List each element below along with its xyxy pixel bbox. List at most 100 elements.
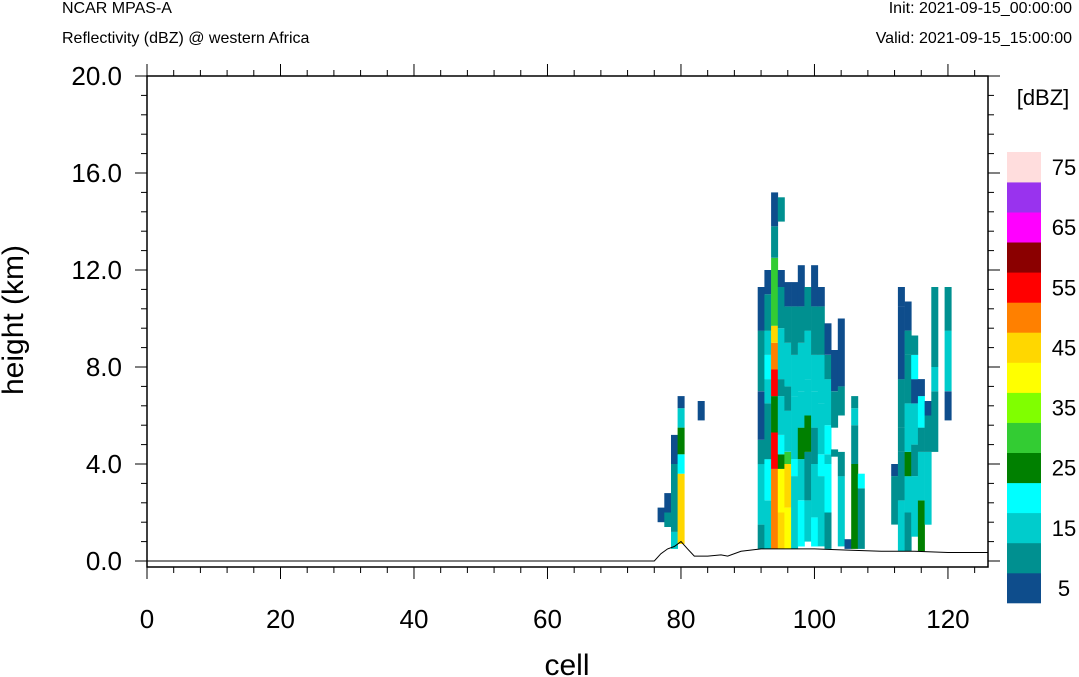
reflectivity-cell	[824, 425, 832, 455]
reflectivity-cell	[777, 328, 785, 380]
x-axis-label: cell	[544, 649, 589, 677]
valid-time: Valid: 2021-09-15_15:00:00	[875, 30, 1072, 47]
reflectivity-cell	[824, 512, 832, 549]
colorbar-swatch	[1007, 242, 1041, 273]
reflectivity-cell	[917, 427, 925, 452]
reflectivity-cell	[777, 512, 785, 549]
reflectivity-cell	[784, 410, 792, 452]
y-tick-label: 4.0	[86, 449, 122, 479]
reflectivity-cell	[924, 451, 932, 525]
reflectivity-cell	[891, 476, 899, 525]
reflectivity-cell	[931, 367, 939, 392]
reflectivity-cells	[657, 192, 952, 552]
reflectivity-cell	[797, 391, 805, 428]
colorbar-swatch	[1007, 212, 1041, 243]
y-axis-label: height (km)	[0, 245, 30, 395]
reflectivity-cell	[824, 464, 832, 513]
reflectivity-cell	[857, 473, 865, 489]
reflectivity-cell	[797, 342, 805, 392]
reflectivity-cell	[777, 434, 785, 455]
reflectivity-cell	[851, 396, 859, 409]
reflectivity-cell	[757, 464, 765, 525]
plot-frame	[146, 75, 989, 568]
reflectivity-cell	[817, 476, 825, 547]
reflectivity-cell	[777, 379, 785, 397]
colorbar-swatch	[1007, 362, 1041, 393]
reflectivity-cell	[904, 330, 912, 355]
reflectivity-cell	[944, 391, 952, 421]
reflectivity-cell	[904, 512, 912, 552]
colorbar-swatch	[1007, 422, 1041, 453]
reflectivity-cell	[837, 318, 845, 387]
reflectivity-cell	[664, 493, 672, 513]
colorbar-label: 15	[1052, 516, 1076, 541]
x-tick-label: 120	[926, 604, 969, 634]
reflectivity-cell	[771, 468, 779, 549]
reflectivity-cell	[817, 354, 825, 404]
chart-subtitle: Reflectivity (dBZ) @ western Africa	[62, 30, 310, 47]
reflectivity-cell	[917, 451, 925, 501]
colorbar-label: 5	[1058, 576, 1070, 601]
reflectivity-cell	[784, 464, 792, 508]
reflectivity-cell	[837, 476, 845, 547]
reflectivity-cell	[911, 354, 919, 380]
reflectivity-cell	[857, 488, 865, 549]
reflectivity-cell	[811, 265, 819, 307]
reflectivity-cell	[664, 512, 672, 527]
reflectivity-cell	[757, 391, 765, 440]
x-tick-label: 100	[793, 604, 836, 634]
colorbar-swatch	[1007, 572, 1041, 604]
reflectivity-cell	[851, 464, 859, 549]
colorbar-label: 25	[1052, 456, 1076, 481]
reflectivity-cell	[764, 330, 772, 355]
reflectivity-cell	[911, 335, 919, 355]
reflectivity-cell	[831, 350, 839, 392]
reflectivity-cell	[791, 476, 799, 549]
reflectivity-cell	[784, 386, 792, 411]
reflectivity-cell	[671, 464, 678, 532]
reflectivity-cell	[944, 287, 952, 331]
reflectivity-cell	[791, 306, 799, 355]
reflectivity-cell	[811, 517, 819, 547]
colorbar-label: 45	[1052, 335, 1076, 360]
reflectivity-cell	[904, 301, 912, 331]
reflectivity-cell	[917, 396, 925, 428]
reflectivity-cell	[757, 439, 765, 465]
reflectivity-cell	[757, 524, 765, 549]
reflectivity-cell	[911, 379, 919, 404]
reflectivity-cell	[797, 306, 805, 343]
reflectivity-cell	[897, 427, 905, 452]
y-tick-label: 8.0	[86, 352, 122, 382]
y-tick-label: 16.0	[71, 158, 122, 188]
reflectivity-cell	[797, 459, 805, 501]
reflectivity-cell	[797, 500, 805, 547]
reflectivity-cell	[777, 454, 785, 469]
reflectivity-cell	[851, 408, 859, 426]
reflectivity-cell	[804, 379, 812, 416]
y-tick-label: 0.0	[86, 546, 122, 576]
reflectivity-cell	[904, 451, 912, 477]
reflectivity-cell	[817, 306, 825, 355]
reflectivity-cell	[917, 379, 925, 397]
reflectivity-cell	[831, 391, 839, 428]
reflectivity-cell	[764, 294, 772, 331]
reflectivity-cell	[771, 192, 779, 227]
axis-ticks: 0 20 40 60 80 100 120 0.0 4.0 8.0 12.0 16.0 20.0	[71, 61, 1000, 634]
y-tick-label: 20.0	[71, 61, 122, 91]
reflectivity-cell	[771, 342, 779, 370]
reflectivity-cell	[771, 325, 779, 343]
reflectivity-cell	[764, 500, 772, 549]
colorbar-swatch	[1007, 302, 1041, 333]
reflectivity-cell	[924, 415, 932, 452]
reflectivity-cell	[764, 403, 772, 460]
reflectivity-cell	[797, 427, 805, 460]
colorbar-swatch	[1007, 482, 1041, 514]
reflectivity-cell	[891, 464, 899, 477]
reflectivity-cell	[791, 354, 799, 397]
reflectivity-cell	[911, 476, 919, 537]
reflectivity-cell	[944, 330, 952, 392]
reflectivity-cell	[784, 306, 792, 343]
reflectivity-cell	[677, 473, 685, 544]
reflectivity-cell	[777, 197, 785, 222]
reflectivity-cell	[897, 379, 905, 428]
